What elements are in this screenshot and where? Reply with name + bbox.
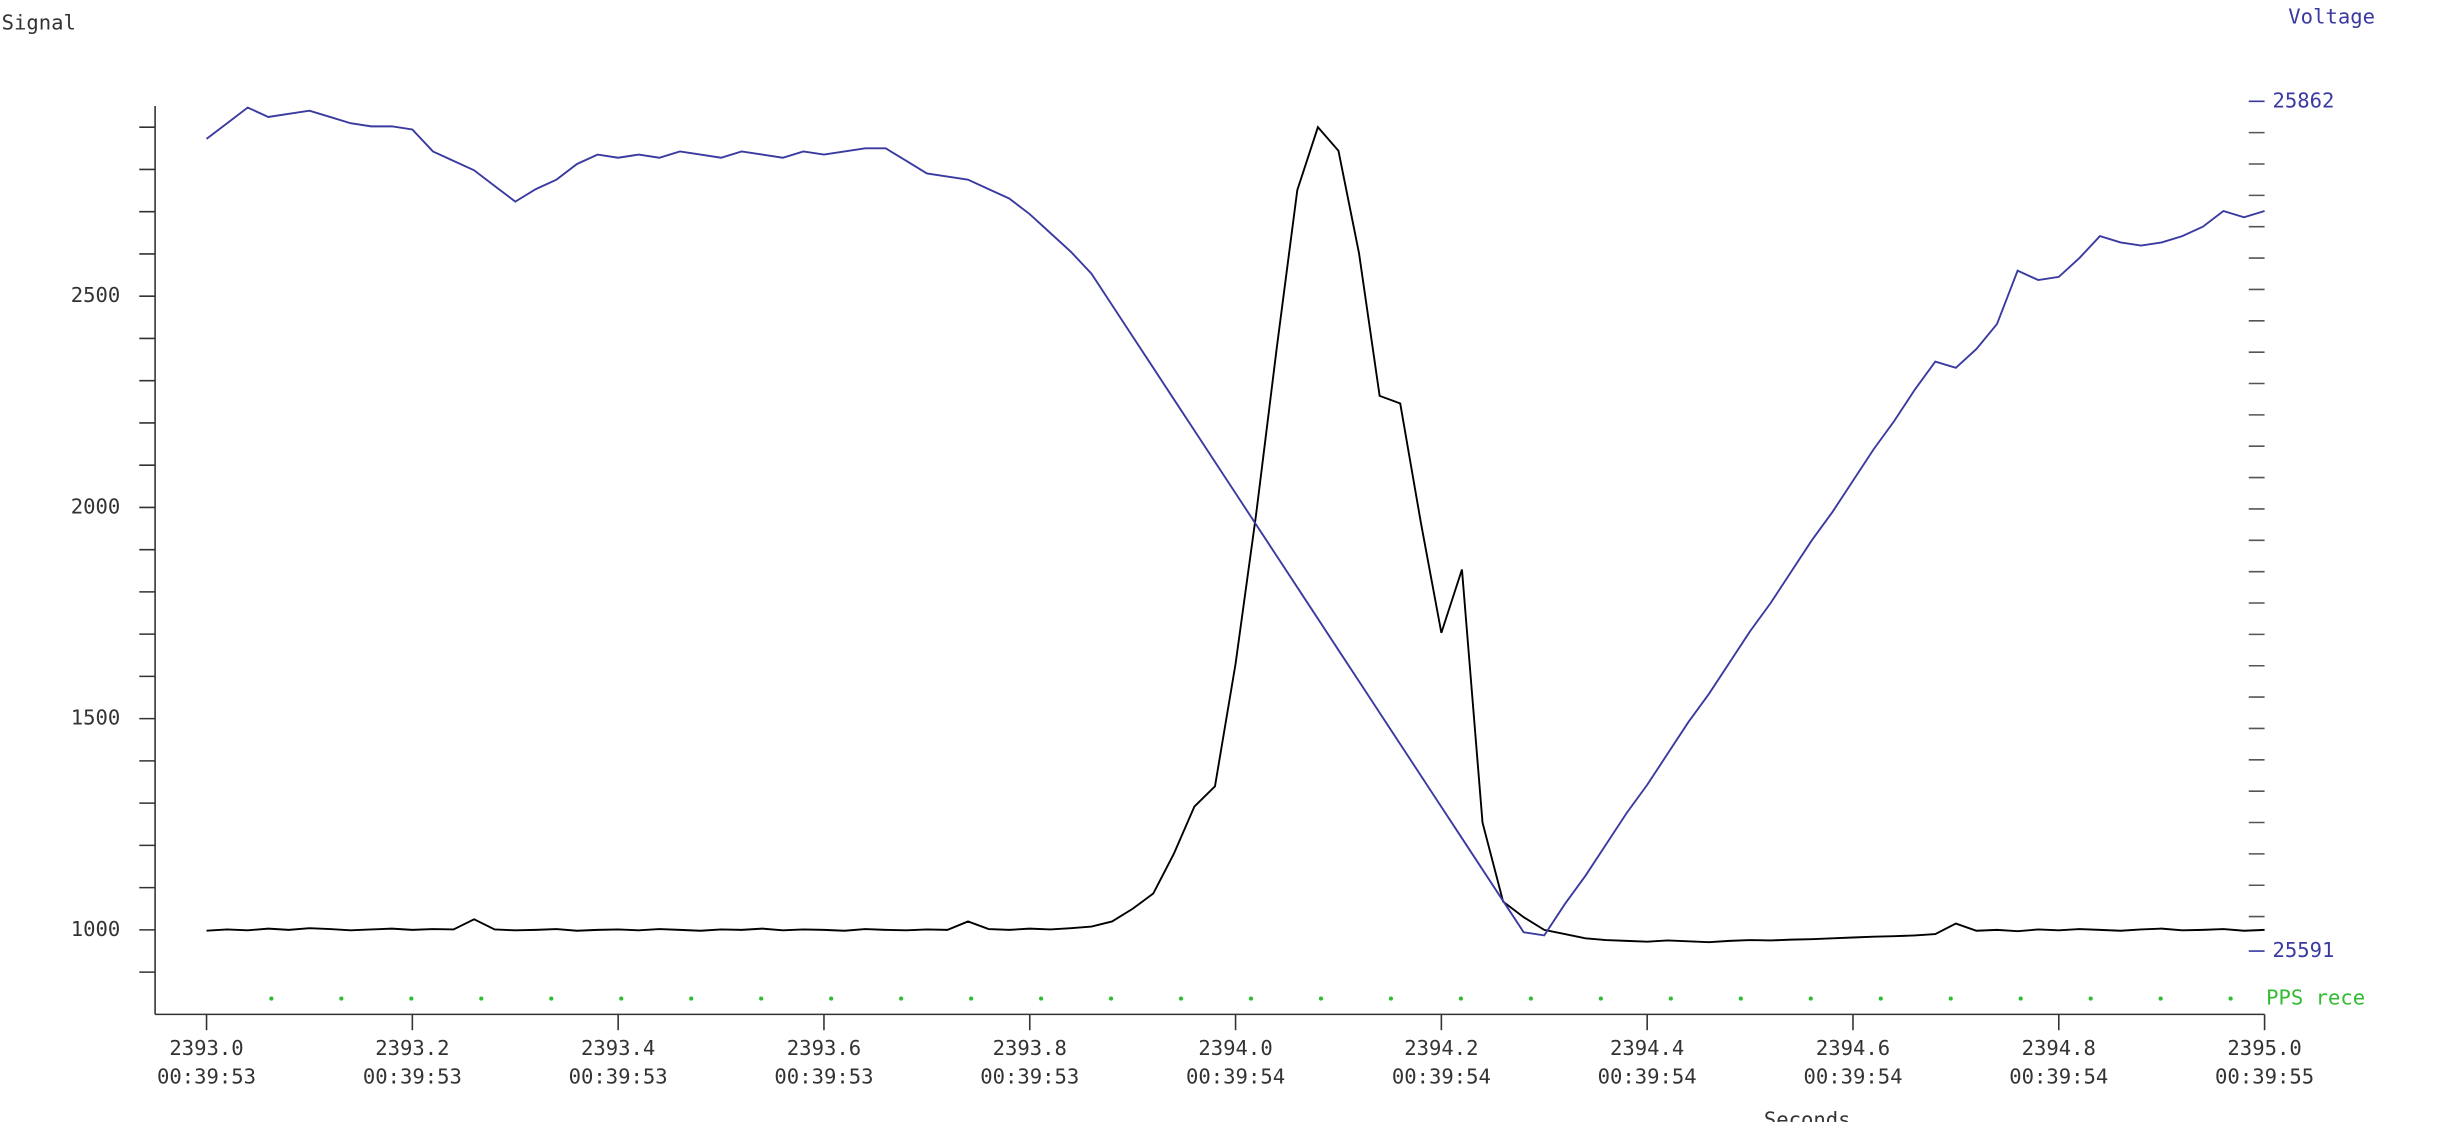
pps-marker — [1948, 996, 1953, 1001]
pps-marker — [619, 996, 624, 1001]
x-tick-time: 00:39:54 — [1803, 1065, 1902, 1089]
x-tick-label: 2393.8 — [993, 1036, 1067, 1060]
pps-marker — [1248, 996, 1254, 1001]
pps-marker — [409, 996, 414, 1001]
pps-marker — [1528, 996, 1533, 1001]
pps-marker — [269, 996, 274, 1001]
x-tick-time: 00:39:55 — [2215, 1065, 2314, 1089]
pps-marker — [2018, 996, 2023, 1001]
pps-marker — [1668, 996, 1673, 1001]
x-tick-time: 00:39:53 — [774, 1065, 873, 1089]
y2-tick-label: 25862 — [2272, 88, 2334, 112]
y2-tick-label: 25591 — [2272, 938, 2334, 962]
pps-marker — [1108, 996, 1114, 1001]
x-tick-label: 2393.2 — [375, 1036, 449, 1060]
pps-marker — [1039, 996, 1044, 1001]
y2-axis-label: Voltage — [2288, 4, 2375, 28]
pps-label: PPS rece — [2266, 986, 2365, 1010]
y-tick-label: 2500 — [71, 283, 121, 307]
x-tick-time: 00:39:54 — [1598, 1065, 1697, 1089]
pps-marker — [1598, 996, 1603, 1001]
y-tick-label: 1500 — [71, 706, 121, 730]
pps-marker — [1388, 996, 1394, 1001]
x-tick-time: 00:39:54 — [1392, 1065, 1491, 1089]
x-tick-time: 00:39:53 — [980, 1065, 1079, 1089]
pps-marker — [339, 996, 344, 1001]
x-tick-time: 00:39:53 — [363, 1065, 462, 1089]
series-line — [205, 106, 2265, 937]
x-tick-label: 2394.2 — [1404, 1036, 1478, 1060]
y-tick-label: 1000 — [71, 917, 121, 941]
series-line — [206, 125, 2265, 944]
x-tick-label: 2393.4 — [581, 1036, 655, 1060]
pps-marker — [2088, 996, 2093, 1001]
x-tick-time: 00:39:53 — [157, 1065, 256, 1089]
pps-marker — [549, 996, 554, 1001]
pps-marker — [2158, 996, 2163, 1001]
x-tick-label: 2393.0 — [169, 1036, 243, 1060]
pps-marker — [1178, 996, 1184, 1001]
pps-marker — [1318, 996, 1324, 1001]
pps-marker — [1808, 996, 1813, 1001]
pps-marker — [689, 996, 694, 1001]
pps-marker — [1458, 996, 1463, 1001]
x-tick-label: 2393.6 — [787, 1036, 861, 1060]
x-tick-label: 2394.4 — [1610, 1036, 1684, 1060]
pps-marker — [759, 996, 764, 1001]
pps-marker — [969, 996, 974, 1001]
x-tick-time: 00:39:54 — [1186, 1065, 1285, 1089]
x-tick-label: 2394.0 — [1198, 1036, 1272, 1060]
pps-marker — [1738, 996, 1743, 1001]
x-tick-label: 2394.8 — [2022, 1036, 2096, 1060]
pps-marker — [2228, 996, 2233, 1001]
x-tick-time: 00:39:53 — [569, 1065, 668, 1089]
pps-marker — [899, 996, 904, 1001]
pps-marker — [479, 996, 484, 1001]
x-tick-label: 2395.0 — [2227, 1036, 2301, 1060]
y-tick-label: 2000 — [71, 494, 121, 518]
pps-marker — [1878, 996, 1883, 1001]
x-tick-time: 00:39:54 — [2009, 1065, 2108, 1089]
x-axis-label: Seconds — [1764, 1107, 1851, 1122]
pps-marker — [829, 996, 834, 1001]
x-tick-label: 2394.6 — [1816, 1036, 1890, 1060]
y-axis-label: Signal — [2, 11, 76, 35]
